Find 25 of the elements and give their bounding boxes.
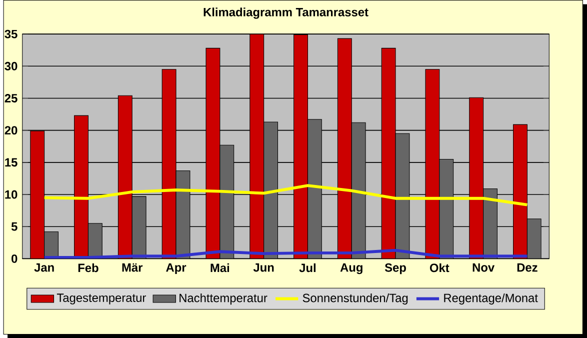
legend-label: Tagestemperatur [56,294,146,304]
y-tick-label: 0 [12,254,18,263]
chart-title: Klimadiagramm Tamanrasset [204,8,368,19]
legend-label: Sonnenstunden/Tag [302,293,408,304]
x-tick-label: Nov [472,263,495,272]
x-tick-label: Feb [78,263,98,272]
x-tick-label: Sep [384,263,406,274]
y-tick-label: 25 [4,94,18,102]
y-tick-label: 5 [11,222,18,231]
x-tick-label: Okt [430,263,450,272]
y-tick-label: 30 [4,62,18,70]
x-tick-label: Jul [299,263,316,272]
x-tick-label: Jan [34,263,54,272]
y-tick-label: 15 [5,158,18,166]
x-tick-label: Jun [253,263,274,272]
y-tick-label: 35 [4,30,18,38]
x-tick-label: Mai [210,263,230,272]
legend-label: Regentage/Monat [444,293,538,304]
x-tick-label: Dez [517,263,538,272]
x-tick-label: Mär [122,263,143,272]
x-tick-label: Aug [340,263,362,274]
y-tick-label: 10 [5,190,18,199]
legend-label: Nachttemperatur [180,293,268,304]
x-tick-label: Apr [166,263,186,274]
y-tick-label: 20 [4,126,18,134]
